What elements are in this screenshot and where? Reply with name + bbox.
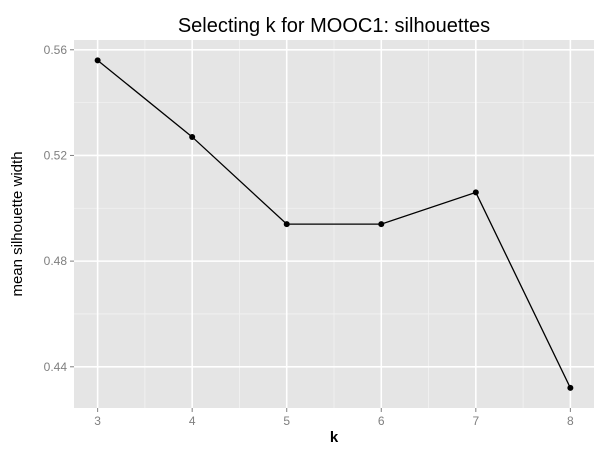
- axis-ticks: [70, 49, 571, 412]
- x-tick-label: 7: [472, 414, 479, 428]
- data-point: [189, 133, 196, 140]
- x-tick-label: 4: [189, 414, 196, 428]
- y-tick-label: 0.56: [44, 43, 68, 57]
- series-layer: [94, 57, 574, 391]
- y-tick-label: 0.44: [44, 360, 68, 374]
- data-point: [378, 221, 385, 228]
- x-axis-label: k: [330, 429, 339, 446]
- y-axis-label: mean silhouette width: [9, 151, 26, 296]
- chart-title: Selecting k for MOOC1: silhouettes: [178, 15, 490, 37]
- data-point: [283, 221, 290, 228]
- x-tick-label: 5: [283, 414, 290, 428]
- y-tick-label: 0.52: [44, 148, 68, 162]
- data-point: [567, 384, 574, 391]
- y-tick-labels: 0.44 0.48 0.52 0.56: [44, 43, 68, 374]
- x-tick-labels: 3 4 5 6 7 8: [94, 414, 574, 428]
- series-line: [97, 59, 571, 389]
- data-point: [472, 189, 479, 196]
- x-tick-label: 6: [378, 414, 385, 428]
- y-tick-label: 0.48: [44, 254, 68, 268]
- data-point: [94, 57, 101, 64]
- x-tick-label: 3: [94, 414, 101, 428]
- x-tick-label: 8: [567, 414, 574, 428]
